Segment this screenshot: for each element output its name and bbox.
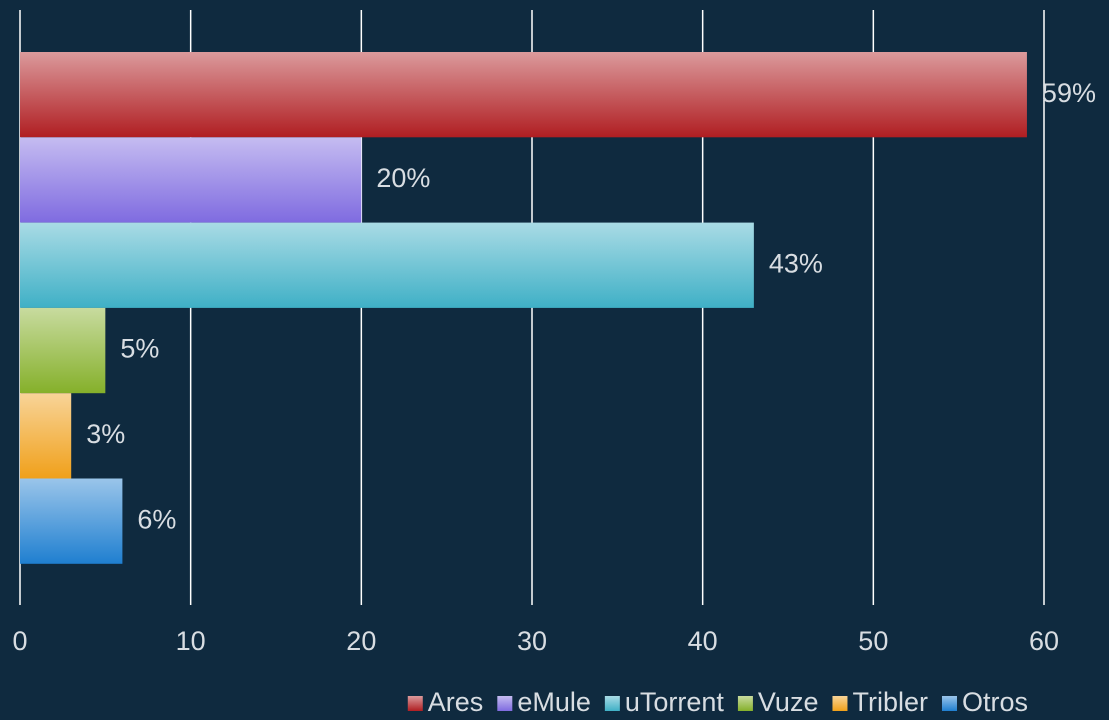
- bar: [20, 478, 123, 564]
- legend-label: Otros: [962, 687, 1028, 717]
- bar: [20, 137, 362, 223]
- legend-item: eMule: [497, 687, 591, 717]
- legend-swatch: [497, 696, 513, 711]
- legend-swatch: [832, 696, 848, 711]
- bar: [20, 393, 72, 479]
- value-label: 20%: [376, 163, 430, 193]
- legend-label: Tribler: [852, 687, 928, 717]
- legend-item: Otros: [941, 687, 1028, 717]
- legend-label: Ares: [428, 687, 484, 717]
- x-tick-label: 10: [176, 626, 206, 656]
- legend-item: uTorrent: [604, 687, 725, 717]
- legend-item: Vuze: [737, 687, 819, 717]
- value-label: 6%: [137, 504, 176, 534]
- legend-item: Tribler: [832, 687, 928, 717]
- legend-swatch: [604, 696, 620, 711]
- x-tick-label: 50: [858, 626, 888, 656]
- x-tick-label: 40: [688, 626, 718, 656]
- value-label: 3%: [86, 419, 125, 449]
- bar: [20, 222, 754, 308]
- legend-label: Vuze: [758, 687, 819, 717]
- x-tick-label: 0: [12, 626, 27, 656]
- legend-swatch: [737, 696, 753, 711]
- x-tick-label: 20: [346, 626, 376, 656]
- value-label: 43%: [769, 248, 823, 278]
- value-label: 5%: [120, 334, 159, 364]
- legend-item: Ares: [407, 687, 484, 717]
- x-tick-label: 60: [1029, 626, 1059, 656]
- bar: [20, 52, 1027, 138]
- legend-label: uTorrent: [625, 687, 725, 717]
- legend-label: eMule: [517, 687, 591, 717]
- bar: [20, 307, 106, 394]
- legend-swatch: [407, 696, 423, 711]
- legend-swatch: [941, 696, 957, 711]
- x-tick-label: 30: [517, 626, 547, 656]
- value-label: 59%: [1042, 78, 1096, 108]
